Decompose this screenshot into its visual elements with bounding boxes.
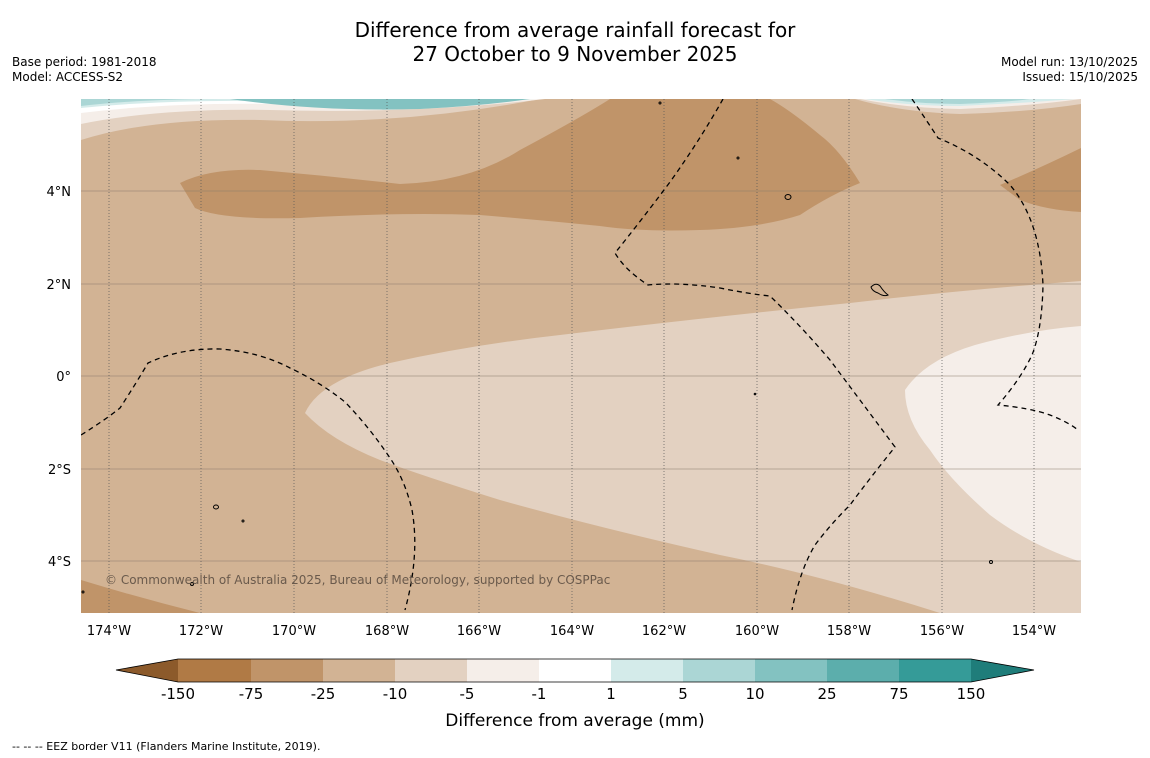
- legend-outline: [115, 658, 1035, 683]
- island-2: [213, 504, 219, 510]
- legend-over-triangle: [971, 659, 1034, 682]
- model-run-info: Model run: 13/10/2025 Issued: 15/10/2025: [1001, 55, 1138, 85]
- island-1: [784, 194, 792, 200]
- model-text: Model: ACCESS-S2: [12, 70, 124, 84]
- islands: [81, 101, 993, 594]
- legend-swatch-2: [251, 659, 323, 682]
- legend-tick-5: -5: [460, 685, 475, 703]
- legend-tick-1: -150: [161, 685, 195, 703]
- legend-swatch-11: [899, 659, 971, 682]
- rainfall-zone-top-right-wetter: [885, 99, 1030, 104]
- latitude-labels: 4°N 2°N 0° 2°S 4°S: [47, 185, 72, 570]
- lon-label-162w: 162°W: [642, 624, 686, 639]
- legend-under-triangle: [116, 659, 178, 682]
- rainfall-zone-southwest-dry: [81, 580, 200, 613]
- legend-tick-11: 75: [889, 685, 908, 703]
- legend-colorbar: [115, 658, 1035, 683]
- legend-tick-labels: -150 -75 -25 -10 -5 -1 1 5 10 25 75 150: [161, 685, 985, 703]
- legend-swatch-9: [755, 659, 827, 682]
- lon-label-174w: 174°W: [87, 624, 131, 639]
- legend-tick-8: 5: [678, 685, 688, 703]
- legend-swatch-5: [467, 659, 539, 682]
- island-9: [81, 590, 85, 594]
- lon-label-156w: 156°W: [920, 624, 964, 639]
- island-4: [736, 156, 740, 160]
- lon-label-168w: 168°W: [365, 624, 409, 639]
- lat-label-4s: 4°S: [48, 555, 71, 570]
- rainfall-zone-top-left-teal: [81, 99, 220, 106]
- legend-tick-4: -10: [383, 685, 408, 703]
- island-8: [989, 560, 993, 564]
- map-title-line1: Difference from average rainfall forecas…: [354, 18, 796, 42]
- lat-label-2s: 2°S: [48, 463, 71, 478]
- lon-label-166w: 166°W: [457, 624, 501, 639]
- legend-swatch-3: [323, 659, 395, 682]
- copyright-text: © Commonwealth of Australia 2025, Bureau…: [105, 573, 610, 587]
- lat-label-2n: 2°N: [47, 278, 72, 293]
- eez-borders: [81, 99, 1079, 611]
- lon-label-160w: 160°W: [735, 624, 779, 639]
- rainfall-zone-east-dry: [1000, 148, 1081, 212]
- map-plot-area: © Commonwealth of Australia 2025, Bureau…: [81, 99, 1081, 613]
- lat-label-0: 0°: [56, 370, 71, 385]
- map-title-line2: 27 October to 9 November 2025: [412, 42, 738, 66]
- rainfall-zone-east-light: [905, 326, 1081, 562]
- island-7: [190, 582, 194, 586]
- lon-label-158w: 158°W: [827, 624, 871, 639]
- legend-swatch-7: [611, 659, 683, 682]
- legend-swatch-10: [827, 659, 899, 682]
- legend-tick-12: 150: [957, 685, 986, 703]
- lon-label-172w: 172°W: [179, 624, 223, 639]
- legend-tick-10: 25: [817, 685, 836, 703]
- latitude-gridlines: [81, 190, 1081, 562]
- legend-swatch-4: [395, 659, 467, 682]
- base-period-info: Base period: 1981-2018 Model: ACCESS-S2: [12, 55, 157, 85]
- legend-swatch-6: [539, 659, 611, 682]
- rainfall-zone-central-tongue: [305, 281, 1081, 613]
- legend-tick-6: -1: [532, 685, 547, 703]
- legend-tick-2: -75: [239, 685, 264, 703]
- lon-label-154w: 154°W: [1012, 624, 1056, 639]
- island-kiritimati: [870, 283, 889, 297]
- legend-tick-9: 10: [745, 685, 764, 703]
- legend-swatch-1: [178, 659, 251, 682]
- island-5: [658, 101, 662, 105]
- eez-border-east: [911, 99, 1079, 431]
- issued-text: Issued: 15/10/2025: [1022, 70, 1138, 84]
- island-3: [241, 519, 245, 523]
- lon-label-164w: 164°W: [550, 624, 594, 639]
- legend-title: Difference from average (mm): [445, 711, 704, 731]
- legend-swatch-8: [683, 659, 755, 682]
- island-6: [753, 392, 757, 396]
- lat-label-4n: 4°N: [47, 185, 72, 200]
- legend-tick-7: 1: [606, 685, 616, 703]
- lon-label-170w: 170°W: [272, 624, 316, 639]
- base-period-text: Base period: 1981-2018: [12, 55, 157, 69]
- eez-footnote: -- -- -- EEZ border V11 (Flanders Marine…: [12, 740, 321, 753]
- model-run-text: Model run: 13/10/2025: [1000, 55, 1138, 69]
- longitude-labels: 174°W 172°W 170°W 168°W 166°W 164°W 162°…: [87, 624, 1056, 639]
- legend-tick-3: -25: [311, 685, 336, 703]
- rainfall-zone-north-dry: [180, 99, 860, 231]
- map-title: Difference from average rainfall forecas…: [0, 18, 1150, 66]
- rainfall-zone-top-left-wetter: [230, 99, 530, 110]
